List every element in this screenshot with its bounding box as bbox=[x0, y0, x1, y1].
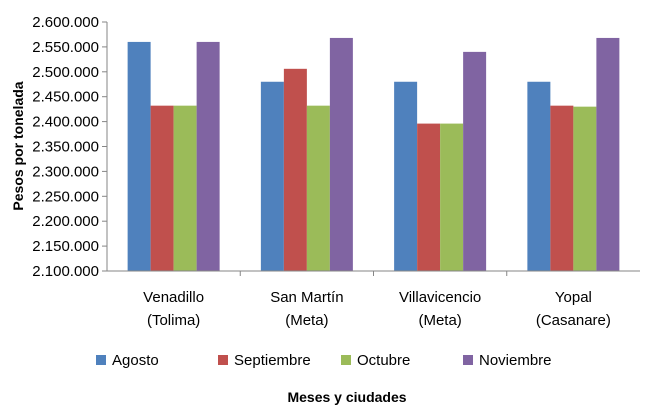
legend-label-septiembre: Septiembre bbox=[234, 352, 311, 369]
legend-swatch-octubre bbox=[341, 355, 351, 365]
y-tick-label: 2.100.000 bbox=[32, 263, 99, 280]
bar-octubre bbox=[173, 105, 197, 271]
x-category-label: Yopal (Casanare) bbox=[536, 289, 611, 329]
bar-septiembre bbox=[283, 68, 307, 271]
y-tick-label: 2.250.000 bbox=[32, 188, 99, 205]
bar-septiembre bbox=[150, 105, 174, 271]
legend-label-agosto: Agosto bbox=[112, 352, 159, 369]
y-tick-label: 2.150.000 bbox=[32, 238, 99, 255]
legend-swatch-agosto bbox=[96, 355, 106, 365]
y-tick-label: 2.600.000 bbox=[32, 14, 99, 31]
bar-octubre bbox=[306, 105, 330, 271]
y-tick-label: 2.300.000 bbox=[32, 163, 99, 180]
y-tick-label: 2.400.000 bbox=[32, 114, 99, 131]
x-category-label: Venadillo (Tolima) bbox=[143, 289, 204, 329]
y-axis-title: Pesos por tonelada bbox=[10, 81, 26, 210]
legend-label-noviembre: Noviembre bbox=[479, 352, 552, 369]
y-axis-ticks: 2.100.000 2.150.000 2.200.000 2.250.000 2.30… bbox=[32, 14, 107, 280]
legend-swatch-septiembre bbox=[218, 355, 228, 365]
x-category-label: Villavicencio (Meta) bbox=[399, 289, 481, 329]
x-axis-title: Meses y ciudades bbox=[287, 389, 406, 405]
bar-noviembre bbox=[596, 37, 620, 271]
bar-noviembre bbox=[196, 41, 220, 271]
legend-swatch-noviembre bbox=[463, 355, 473, 365]
bar-agosto bbox=[260, 81, 284, 271]
legend: Agosto Septiembre Octubre Noviembre bbox=[96, 352, 552, 369]
x-axis-categories: Venadillo (Tolima) San Martín (Meta) Villavi… bbox=[143, 289, 611, 329]
y-tick-label: 2.350.000 bbox=[32, 139, 99, 156]
bar-octubre bbox=[573, 106, 597, 271]
y-tick-label: 2.550.000 bbox=[32, 39, 99, 56]
bar-octubre bbox=[440, 123, 464, 271]
bar-agosto bbox=[394, 81, 418, 271]
y-tick-label: 2.450.000 bbox=[32, 89, 99, 106]
bar-noviembre bbox=[463, 51, 487, 271]
bar-agosto bbox=[527, 81, 551, 271]
bar-agosto bbox=[127, 41, 151, 271]
bar-septiembre bbox=[417, 123, 441, 271]
bar-septiembre bbox=[550, 105, 574, 271]
legend-label-octubre: Octubre bbox=[357, 352, 410, 369]
bar-noviembre bbox=[329, 37, 353, 271]
bars bbox=[127, 37, 620, 276]
y-tick-label: 2.200.000 bbox=[32, 213, 99, 230]
y-tick-label: 2.500.000 bbox=[32, 64, 99, 81]
x-category-label: San Martín (Meta) bbox=[270, 289, 343, 329]
